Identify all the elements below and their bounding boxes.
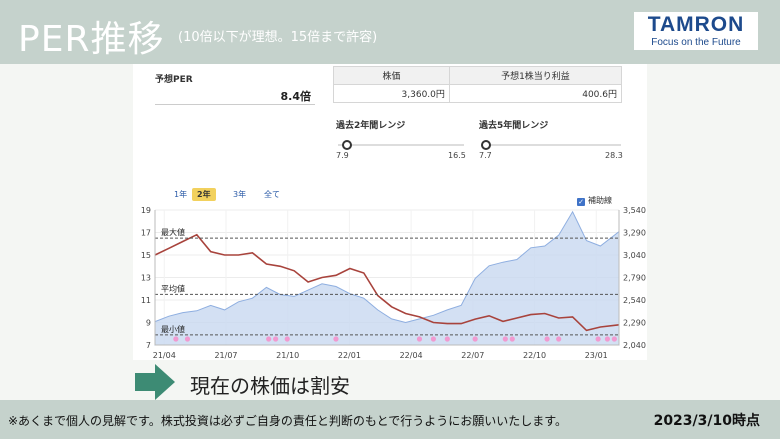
range-5y-min: 7.7 <box>479 151 492 160</box>
y-right-tick: 2,040 <box>623 341 646 350</box>
checkbox-icon[interactable]: ✓ <box>577 198 585 206</box>
event-marker <box>556 336 562 342</box>
y-left-tick: 13 <box>141 274 151 283</box>
x-tick: 22/07 <box>461 351 484 360</box>
y-right-tick: 2,290 <box>623 319 646 328</box>
y-left-tick: 17 <box>141 229 151 238</box>
price-area <box>154 210 620 346</box>
event-marker <box>472 336 478 342</box>
y-right-tick: 3,540 <box>623 206 646 215</box>
y-right-tick: 2,540 <box>623 296 646 305</box>
chart-axes: 19 3,540 17 3,290 15 3,040 13 2,790 11 2,540 9 2,29… <box>141 206 646 360</box>
aux-line-toggle[interactable]: ✓ 補助線 <box>577 195 612 206</box>
y-left-tick: 15 <box>141 251 151 260</box>
x-tick: 21/10 <box>276 351 299 360</box>
event-marker <box>266 336 272 342</box>
y-left-tick: 11 <box>141 296 151 305</box>
range-2y-min: 7.9 <box>336 151 349 160</box>
range-5y-label: 過去5年間レンジ <box>479 121 549 131</box>
event-marker <box>284 336 290 342</box>
range-5y-max: 28.3 <box>605 151 623 160</box>
reference-label: 最小値 <box>161 324 185 334</box>
price-value: 3,360.0円 <box>333 84 450 103</box>
reference-label: 平均値 <box>161 283 185 293</box>
price-header: 株価 <box>333 66 450 85</box>
x-tick: 22/10 <box>523 351 546 360</box>
event-marker <box>184 336 191 342</box>
event-marker <box>611 336 617 342</box>
aux-line-label: 補助線 <box>588 196 612 205</box>
tab-2y[interactable]: 2年 <box>192 188 216 201</box>
y-left-tick: 7 <box>146 341 151 350</box>
arrow-right-icon <box>135 364 175 400</box>
range-5y-knob <box>481 140 492 150</box>
y-right-tick: 3,040 <box>623 251 646 260</box>
x-tick: 21/04 <box>153 351 176 360</box>
range-2y-track <box>338 144 464 146</box>
reference-label: 最大値 <box>161 227 185 237</box>
logo-name: TAMRON <box>647 13 745 36</box>
per-value: 8.4倍 <box>280 90 312 103</box>
disclaimer-text: ※あくまで個人の見解です。株式投資は必ずご自身の責任と判断のもとで行うようにお願… <box>8 414 568 428</box>
range-2y-max: 16.5 <box>448 151 466 160</box>
range-2y-label: 過去2年間レンジ <box>336 121 406 131</box>
y-left-tick: 19 <box>141 206 151 215</box>
x-tick: 22/01 <box>338 351 361 360</box>
event-marker <box>416 336 423 342</box>
page-title: PER推移 <box>18 19 165 60</box>
x-tick: 22/04 <box>400 351 423 360</box>
verdict-text: 現在の株価は割安 <box>190 374 350 398</box>
logo-tagline: Focus on the Future <box>651 37 741 48</box>
range-2y-knob <box>341 140 352 150</box>
event-marker <box>544 336 550 342</box>
x-tick: 21/07 <box>214 351 237 360</box>
y-left-tick: 9 <box>146 319 151 328</box>
per-line <box>154 233 620 332</box>
page-subtitle: (10倍以下が理想。15倍まで許容) <box>178 30 378 45</box>
tab-3y[interactable]: 3年 <box>233 190 247 199</box>
event-marker <box>444 336 450 342</box>
per-panel: 予想PER 8.4倍 株価 予想1株当り利益 3,360.0円 400.6円 過… <box>133 64 647 360</box>
eps-header: 予想1株当り利益 <box>448 66 623 85</box>
tab-1y[interactable]: 1年 <box>174 190 188 199</box>
metrics-table: 株価 予想1株当り利益 3,360.0円 400.6円 <box>333 66 623 103</box>
eps-value: 400.6円 <box>448 84 623 103</box>
event-marker <box>595 336 601 342</box>
x-tick: 23/01 <box>585 351 608 360</box>
event-marker <box>502 336 508 342</box>
event-marker <box>430 336 436 342</box>
brand-logo: TAMRON Focus on the Future <box>634 12 758 50</box>
event-marker <box>509 336 515 342</box>
event-marker <box>604 336 610 342</box>
as-of-date: 2023/3/10時点 <box>653 413 760 429</box>
range-5y-track <box>481 144 621 146</box>
event-markers <box>173 336 617 342</box>
per-underline <box>155 104 315 105</box>
y-right-tick: 2,790 <box>623 274 646 283</box>
tab-all[interactable]: 全て <box>264 190 280 199</box>
header-bar: PER推移 (10倍以下が理想。15倍まで許容) TAMRON Focus on… <box>0 0 780 64</box>
y-right-tick: 3,290 <box>623 229 646 238</box>
event-marker <box>273 336 279 342</box>
per-label: 予想PER <box>155 75 193 85</box>
event-marker <box>173 336 179 342</box>
footer-bar: ※あくまで個人の見解です。株式投資は必ずご自身の責任と判断のもとで行うようにお願… <box>0 400 780 439</box>
event-marker <box>333 336 339 342</box>
